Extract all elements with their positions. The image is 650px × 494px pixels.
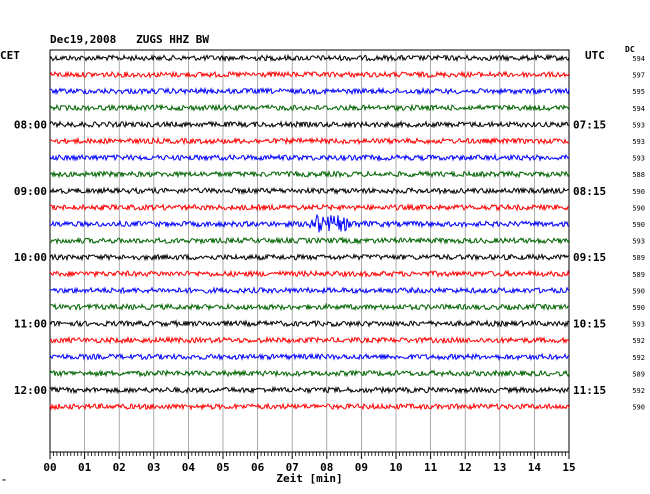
- dc-offset-label: 597: [632, 72, 645, 80]
- dc-offset-label: 595: [632, 88, 645, 96]
- dc-offset-label: 594: [632, 55, 645, 63]
- dc-offset-label: 593: [632, 155, 645, 163]
- trace-row-4: [49, 119, 569, 129]
- x-tick-label: 14: [528, 461, 542, 474]
- x-tick-label: 06: [251, 461, 265, 474]
- x-tick-label: 15: [562, 461, 575, 474]
- right-time-label: 10:15: [573, 318, 606, 331]
- trace-row-21: [49, 402, 570, 411]
- x-tick-label: 07: [286, 461, 299, 474]
- dc-offset-label: 590: [632, 204, 645, 212]
- x-tick-label: 09: [355, 461, 368, 474]
- right-time-label: 07:15: [573, 118, 606, 131]
- dc-offset-label: 592: [632, 387, 645, 395]
- x-tick-label: 02: [113, 461, 126, 474]
- right-time-label: 11:15: [573, 384, 606, 397]
- left-timezone-label: CET: [0, 49, 20, 62]
- trace-row-5: [49, 136, 570, 146]
- trace-row-6: [49, 153, 570, 163]
- x-tick-label: 13: [493, 461, 506, 474]
- trace-row-12: [49, 252, 570, 262]
- trace-row-10: [49, 213, 570, 233]
- trace-row-18: [49, 352, 570, 362]
- x-tick-label: 11: [424, 461, 438, 474]
- x-tick-label: 08: [320, 461, 333, 474]
- trace-row-13: [49, 269, 570, 279]
- left-time-label: 08:00: [14, 118, 47, 131]
- trace-row-11: [49, 236, 570, 246]
- dc-offset-label: 594: [632, 105, 645, 113]
- trace-row-19: [49, 368, 570, 378]
- left-time-label: 12:00: [14, 384, 47, 397]
- trace-row-0: [49, 53, 570, 63]
- x-tick-label: 01: [78, 461, 92, 474]
- x-tick-label: 10: [389, 461, 402, 474]
- left-time-label: 09:00: [14, 185, 47, 198]
- dc-offset-label: 590: [632, 221, 645, 229]
- right-time-label: 08:15: [573, 185, 606, 198]
- x-tick-label: 04: [182, 461, 196, 474]
- trace-row-17: [49, 335, 570, 345]
- dc-offset-label: 590: [632, 304, 645, 312]
- trace-row-3: [49, 103, 570, 113]
- dc-offset-label: 590: [632, 188, 645, 196]
- left-time-label: 10:00: [14, 251, 47, 264]
- x-tick-label: 05: [216, 461, 229, 474]
- right-time-label: 09:15: [573, 251, 606, 264]
- dc-offset-label: 592: [632, 337, 645, 345]
- plot-title: Dec19,2008 ZUGS HHZ BW: [50, 33, 209, 46]
- dc-offset-label: 593: [632, 321, 645, 329]
- x-tick-label: 03: [147, 461, 160, 474]
- right-timezone-label: UTC: [585, 49, 605, 62]
- trace-row-20: [49, 385, 570, 395]
- trace-row-15: [49, 302, 570, 312]
- trace-row-14: [49, 286, 570, 295]
- x-axis-label: Zeit [min]: [276, 472, 342, 485]
- trace-row-7: [49, 169, 570, 179]
- dc-offset-label: 590: [632, 287, 645, 295]
- dc-offset-label: 592: [632, 354, 645, 362]
- trace-row-9: [49, 202, 570, 212]
- left-time-label: 11:00: [14, 318, 47, 331]
- x-tick-label: 00: [43, 461, 56, 474]
- dc-offset-label: 589: [632, 370, 645, 378]
- dc-offset-label: 589: [632, 254, 645, 262]
- trace-row-16: [49, 319, 570, 329]
- trace-row-8: [49, 186, 570, 196]
- dc-offset-label: 593: [632, 121, 645, 129]
- dc-offset-label: 590: [632, 404, 645, 412]
- trace-row-2: [49, 86, 570, 96]
- dc-offset-label: 593: [632, 138, 645, 146]
- dc-offset-label: 593: [632, 238, 645, 246]
- dc-column-label: DC: [625, 45, 635, 54]
- dc-offset-label: 588: [632, 171, 645, 179]
- x-tick-label: 12: [459, 461, 472, 474]
- trace-row-1: [49, 70, 570, 79]
- corner-note: ": [2, 478, 7, 486]
- dc-offset-label: 589: [632, 271, 645, 279]
